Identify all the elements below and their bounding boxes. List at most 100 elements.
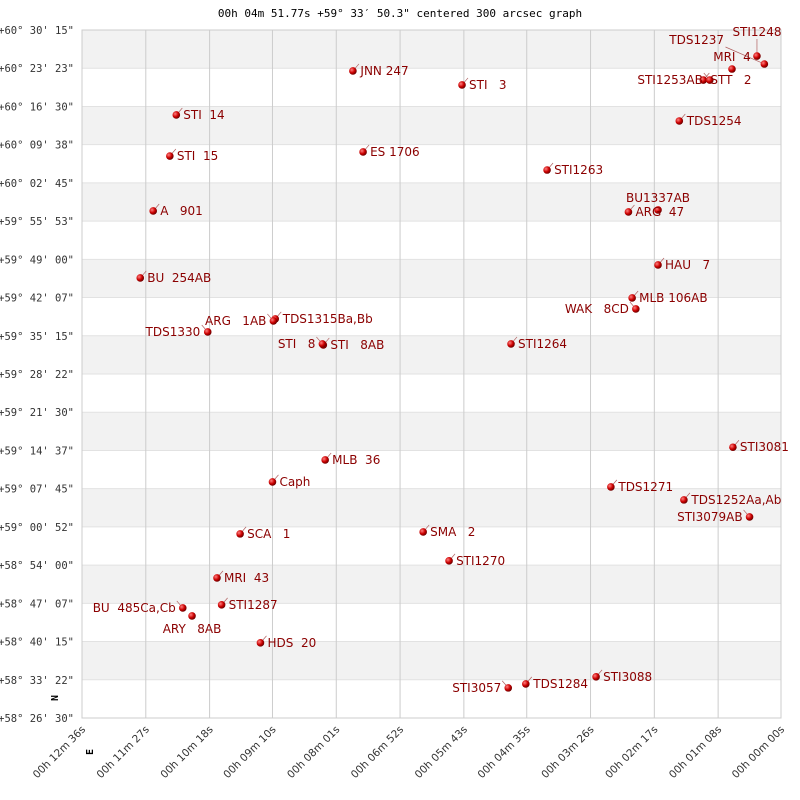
star-label: STI3088: [603, 670, 652, 684]
y-tick-label: +60° 16' 30": [0, 101, 74, 113]
star-label: TDS1237: [668, 33, 724, 47]
star-label: STI3057: [452, 681, 501, 695]
star-label: ES 1706: [370, 145, 420, 159]
grid-band: [82, 488, 781, 527]
grid-band: [82, 259, 781, 298]
x-tick-label: 00h 05m 43s: [413, 724, 470, 781]
y-tick-label: +59° 28' 22": [0, 369, 74, 381]
star-label: SCA 1: [247, 527, 290, 541]
star-label: MRI 4: [713, 50, 751, 64]
star-label: STI1287: [229, 598, 278, 612]
y-tick-label: +59° 07' 45": [0, 484, 74, 496]
star-label: STI3079AB: [677, 510, 742, 524]
star-point: [592, 673, 600, 681]
star-point: [213, 574, 221, 582]
star-point: [178, 604, 187, 612]
star-label: ARG 1AB: [205, 314, 266, 328]
star-point: [522, 680, 530, 688]
star-point: [236, 530, 244, 538]
grid-band: [82, 182, 781, 222]
star-label: TDS1254: [686, 114, 742, 128]
star-label: STI1253AB: [637, 73, 702, 87]
x-tick-label: 00h 12m 36s: [31, 724, 88, 781]
x-tick-label: 00h 10m 18s: [158, 724, 215, 781]
star-label: TDS1252Aa,Ab: [690, 493, 781, 507]
y-tick-label: +59° 55' 53": [0, 216, 74, 228]
star-label: WAK 8CD: [565, 302, 629, 316]
star-point: [507, 340, 515, 348]
star-point: [675, 117, 684, 125]
y-tick-label: +58° 40' 15": [0, 637, 74, 649]
star-label: STI 14: [183, 108, 224, 122]
star-label: ARY 8AB: [163, 622, 222, 636]
star-point: [699, 76, 708, 84]
y-tick-label: +58° 26' 30": [0, 713, 74, 725]
star-label: SMA 2: [430, 525, 475, 539]
star-label: TDS1330: [145, 325, 201, 339]
star-point: [166, 152, 174, 160]
x-tick-label: 00h 06m 52s: [349, 724, 406, 781]
star-point: [632, 305, 640, 313]
star-point: [607, 483, 615, 491]
star-point: [729, 443, 737, 452]
grid-band: [82, 412, 781, 451]
star-label: STI1263: [554, 163, 603, 177]
x-tick-label: 00h 11m 27s: [95, 724, 152, 781]
star-point: [654, 206, 662, 214]
star-point: [543, 166, 551, 174]
star-point: [628, 294, 636, 302]
star-point: [728, 65, 736, 73]
x-tick-label: 00h 02m 17s: [603, 724, 660, 781]
star-label: MRI 43: [224, 571, 269, 585]
star-point: [760, 60, 769, 68]
label-leader-line: [725, 46, 765, 65]
north-label: N: [50, 695, 61, 701]
plot-border: [81, 29, 782, 719]
y-tick-label: +58° 47' 07": [0, 598, 74, 610]
y-tick-label: +59° 35' 15": [0, 331, 74, 343]
star-label: STT 2: [710, 73, 751, 87]
y-tick-label: +60° 09' 38": [0, 140, 74, 152]
x-tick-label: 00h 03m 26s: [539, 724, 596, 781]
y-tick-label: +58° 54' 00": [0, 560, 74, 572]
star-label: JNN 247: [359, 64, 408, 78]
star-label: STI1248: [732, 25, 781, 39]
star-point: [504, 684, 513, 692]
star-point: [149, 207, 157, 215]
x-tick-label: 00h 01m 08s: [667, 724, 724, 781]
star-point: [349, 67, 357, 75]
star-point: [256, 639, 265, 647]
y-tick-label: +58° 33' 22": [0, 675, 74, 687]
star-point: [188, 612, 196, 620]
x-tick-label: 00h 09m 10s: [221, 724, 278, 781]
x-tick-label: 00h 00m 00s: [730, 724, 787, 781]
star-label: A 901: [160, 204, 203, 218]
star-label: TDS1271: [617, 480, 673, 494]
y-tick-label: +59° 49' 00": [0, 254, 74, 266]
star-point: [359, 148, 367, 156]
star-point: [136, 274, 145, 282]
star-point: [654, 261, 662, 269]
east-label: E: [85, 749, 96, 755]
star-point: [753, 52, 761, 60]
star-label: STI 8: [278, 337, 316, 351]
star-point: [419, 528, 427, 536]
star-label: STI 15: [177, 149, 218, 163]
x-tick-label: 00h 04m 35s: [475, 724, 532, 781]
star-label: MLB 36: [332, 453, 380, 467]
grid-band: [82, 30, 781, 69]
y-tick-label: +60° 23' 23": [0, 63, 74, 75]
star-point: [624, 208, 633, 216]
star-label: TDS1284: [532, 677, 588, 691]
star-label: STI 3: [469, 78, 507, 92]
y-tick-label: +59° 42' 07": [0, 293, 74, 305]
star-point: [269, 317, 278, 325]
grid-band: [82, 335, 781, 374]
star-label: TDS1315Ba,Bb: [282, 312, 373, 326]
y-tick-label: +59° 00' 52": [0, 522, 74, 534]
star-label: BU 254AB: [147, 271, 211, 285]
y-tick-label: +59° 21' 30": [0, 407, 74, 419]
star-point: [321, 456, 329, 464]
star-point: [745, 513, 754, 521]
